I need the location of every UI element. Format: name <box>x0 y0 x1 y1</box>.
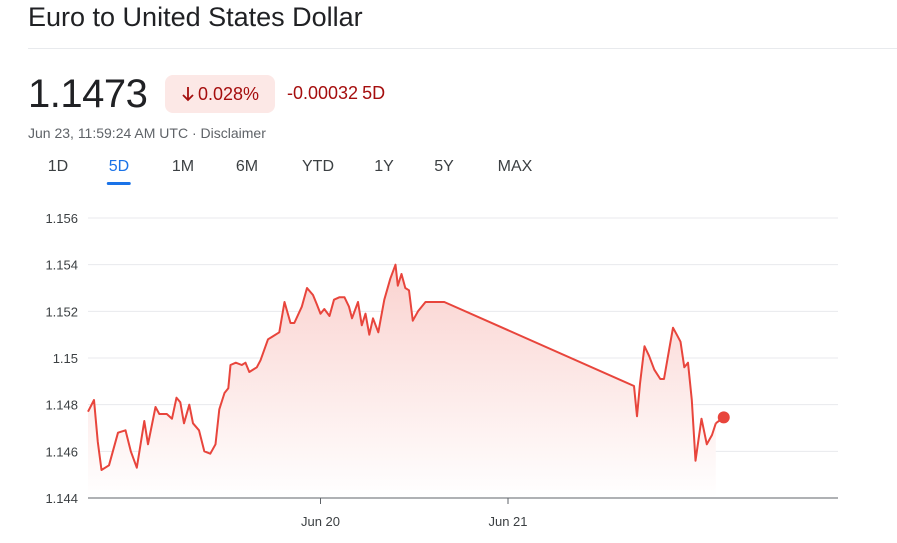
y-tick-label: 1.15 <box>53 351 78 366</box>
price-area-fill <box>88 264 716 498</box>
x-tick-label: Jun 20 <box>301 514 340 529</box>
timestamp: Jun 23, 11:59:24 AM UTC <box>28 125 189 141</box>
y-tick-label: 1.144 <box>45 491 78 506</box>
page-title: Euro to United States Dollar <box>28 2 363 32</box>
y-tick-label: 1.146 <box>45 444 78 459</box>
y-tick-label: 1.156 <box>45 211 78 226</box>
arrow-down-icon <box>182 87 194 102</box>
y-tick-label: 1.154 <box>45 258 78 273</box>
x-axis-ticks: Jun 20 Jun 21 <box>301 498 528 529</box>
disclaimer-link[interactable]: Disclaimer <box>200 125 266 141</box>
absolute-change-value: -0.00032 <box>287 83 359 103</box>
x-tick-label: Jun 21 <box>488 514 527 529</box>
separator: · <box>188 125 201 141</box>
current-price: 1.1473 <box>28 72 148 116</box>
tab-1d[interactable]: 1D <box>47 158 69 175</box>
tab-1y[interactable]: 1Y <box>374 158 394 175</box>
change-period: 5D <box>362 83 386 103</box>
last-price-marker <box>717 411 730 424</box>
tab-1m[interactable]: 1M <box>171 158 195 175</box>
y-tick-label: 1.148 <box>45 398 78 413</box>
tab-5y[interactable]: 5Y <box>434 158 454 175</box>
price-line <box>87 263 717 471</box>
tab-5d[interactable]: 5D <box>106 158 132 185</box>
percent-change-badge: 0.028% <box>165 75 275 113</box>
percent-change-value: 0.028% <box>197 83 260 104</box>
header-divider <box>28 48 897 49</box>
absolute-change: -0.00032 5D <box>287 83 385 104</box>
tab-ytd[interactable]: YTD <box>302 158 334 175</box>
timestamp-row: Jun 23, 11:59:24 AM UTC · Disclaimer <box>28 125 266 141</box>
tab-6m[interactable]: 6M <box>235 158 259 175</box>
price-chart[interactable]: 1.156 1.154 1.152 1.15 1.148 1.146 1.144 Jun 2… <box>0 190 897 543</box>
y-tick-label: 1.152 <box>45 304 78 319</box>
tab-max[interactable]: MAX <box>497 158 533 175</box>
y-axis-labels: 1.156 1.154 1.152 1.15 1.148 1.146 1.144 <box>45 211 78 506</box>
